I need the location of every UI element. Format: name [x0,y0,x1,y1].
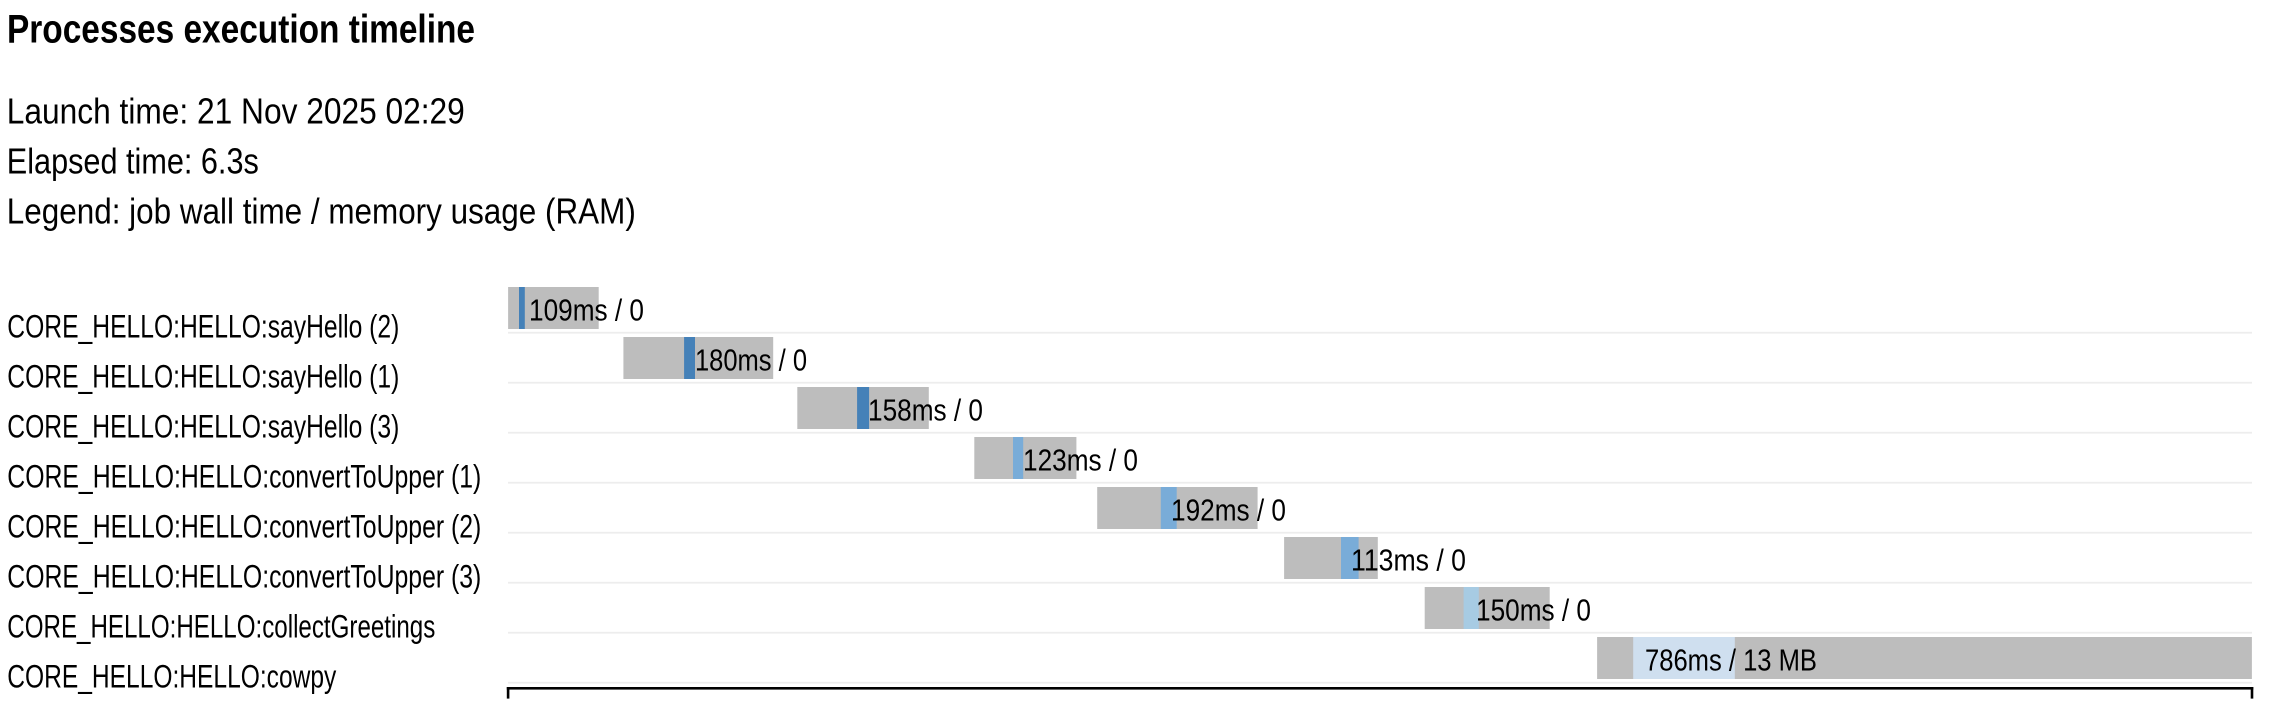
svg-text:CORE_HELLO:HELLO:collectGreeti: CORE_HELLO:HELLO:collectGreetings [7,608,435,644]
svg-text:Processes execution timeline: Processes execution timeline [7,8,475,52]
svg-text:CORE_HELLO:HELLO:sayHello (2): CORE_HELLO:HELLO:sayHello (2) [7,308,399,344]
svg-text:150ms / 0: 150ms / 0 [1476,592,1591,627]
svg-text:CORE_HELLO:HELLO:sayHello (3): CORE_HELLO:HELLO:sayHello (3) [7,408,399,444]
svg-text:Legend: job wall time / memory: Legend: job wall time / memory usage (RA… [7,190,636,231]
svg-text:786ms / 13 MB: 786ms / 13 MB [1645,642,1817,677]
svg-text:180ms / 0: 180ms / 0 [695,342,807,377]
svg-text:CORE_HELLO:HELLO:cowpy: CORE_HELLO:HELLO:cowpy [7,658,336,694]
svg-text:Launch time: 21 Nov 2025 02:29: Launch time: 21 Nov 2025 02:29 [7,90,465,131]
svg-text:CORE_HELLO:HELLO:sayHello (1): CORE_HELLO:HELLO:sayHello (1) [7,358,399,394]
svg-text:158ms / 0: 158ms / 0 [868,392,983,427]
svg-text:Elapsed time: 6.3s: Elapsed time: 6.3s [7,140,259,181]
svg-text:123ms / 0: 123ms / 0 [1023,442,1138,477]
svg-text:CORE_HELLO:HELLO:convertToUppe: CORE_HELLO:HELLO:convertToUpper (1) [7,458,481,494]
svg-text:CORE_HELLO:HELLO:convertToUppe: CORE_HELLO:HELLO:convertToUpper (3) [7,558,481,594]
svg-text:109ms / 0: 109ms / 0 [529,292,644,327]
svg-text:CORE_HELLO:HELLO:convertToUppe: CORE_HELLO:HELLO:convertToUpper (2) [7,508,481,544]
svg-text:192ms / 0: 192ms / 0 [1171,492,1286,527]
svg-text:113ms / 0: 113ms / 0 [1351,542,1466,577]
